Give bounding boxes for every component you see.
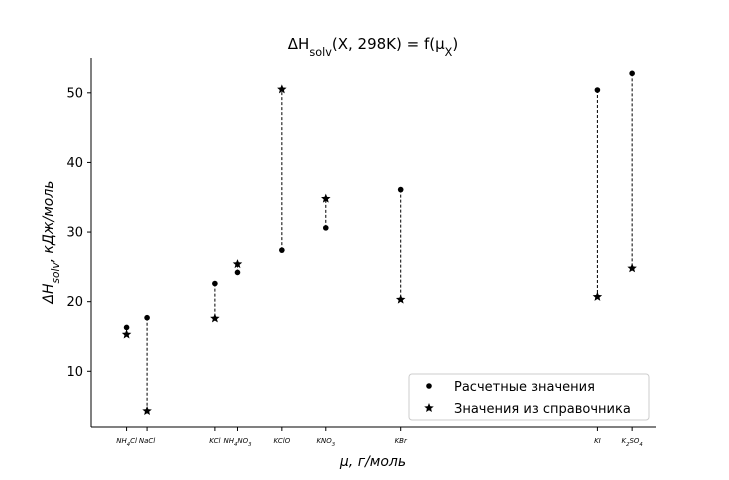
- x-tick-label: NH4Cl: [116, 437, 137, 448]
- x-tick-label: K2SO4: [622, 437, 643, 448]
- point-calculated: [123, 324, 130, 331]
- x-tick-label: NaCl: [139, 437, 155, 445]
- x-tick-label: KNO3: [316, 437, 335, 448]
- point-reference: [210, 313, 220, 323]
- plot-area: [121, 70, 637, 416]
- x-tick-label: KI: [594, 437, 601, 445]
- legend-marker-reference: [424, 403, 434, 413]
- legend-label-calculated: Расчетные значения: [454, 380, 595, 395]
- x-tick-label: KCl: [209, 437, 220, 445]
- x-tick-label: NH4NO3: [224, 437, 252, 448]
- x-axis-label: μ, г/моль: [339, 454, 406, 470]
- legend-label-reference: Значения из справочника: [454, 402, 631, 417]
- point-calculated: [322, 225, 329, 231]
- point-calculated: [234, 269, 241, 276]
- legend: Расчетные значения Значения из справочник…: [408, 373, 650, 421]
- point-reference: [277, 84, 287, 94]
- point-reference: [592, 291, 603, 301]
- point-calculated: [212, 280, 218, 287]
- point-reference: [121, 329, 132, 339]
- legend-marker-calculated: [426, 383, 432, 389]
- point-reference: [142, 405, 152, 416]
- point-calculated: [279, 247, 285, 253]
- x-tick-label: KBr: [395, 437, 408, 445]
- legend-box: [408, 373, 650, 421]
- chart-title: ΔHsolv(X, 298K) = f(μX): [288, 35, 458, 59]
- y-tick-label: 10: [66, 365, 83, 380]
- y-tick-label: 30: [66, 226, 83, 241]
- x-tick-label: KClO: [273, 437, 290, 445]
- point-calculated: [144, 314, 150, 321]
- point-calculated: [397, 186, 404, 193]
- point-calculated: [629, 70, 635, 77]
- y-tick-label: 40: [66, 156, 83, 171]
- point-reference: [232, 259, 243, 269]
- point-reference: [321, 193, 331, 203]
- y-tick-label: 50: [66, 86, 83, 101]
- point-reference: [627, 263, 637, 273]
- y-tick-label: 20: [66, 295, 83, 310]
- axes: 10 20 30 40 50 NH4Cl NaCl KCl NH4NO3 KClO KNO3 KBr K…: [66, 58, 656, 448]
- point-reference: [395, 294, 406, 304]
- point-calculated: [594, 87, 601, 93]
- y-axis-label: ΔHsolv, кДж/моль: [41, 180, 62, 304]
